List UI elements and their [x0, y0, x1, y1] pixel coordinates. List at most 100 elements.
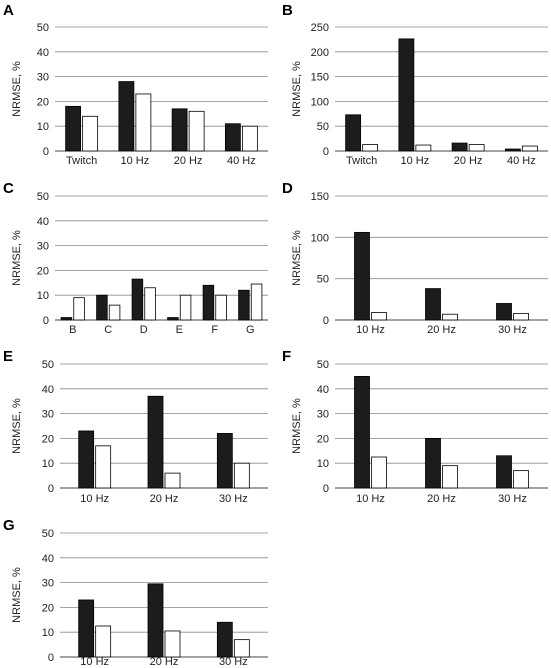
- y-tick-label: 40: [37, 47, 49, 59]
- y-tick-label: 10: [37, 290, 49, 302]
- bar-e-2-s0: [216, 433, 233, 489]
- y-tick-label: 0: [323, 483, 329, 495]
- y-tick-label: 30: [317, 409, 329, 421]
- bar-g-1-s0: [147, 583, 164, 658]
- x-tick-label: 40 Hz: [507, 155, 536, 167]
- bar-d-1-s1: [442, 313, 458, 321]
- x-tick-label: E: [176, 324, 183, 336]
- panel-label: A: [3, 2, 14, 19]
- y-tick-label: 50: [317, 359, 329, 371]
- bar-d-2-s1: [513, 312, 529, 321]
- bar-a-0-s0: [65, 105, 82, 152]
- x-tick-label: G: [246, 324, 255, 336]
- y-tick-label: 0: [48, 652, 54, 664]
- y-tick-label: 30: [42, 409, 54, 421]
- bar-b-0-s0: [345, 114, 362, 152]
- bar-g-2-s0: [216, 621, 233, 658]
- x-tick-label: 30 Hz: [219, 493, 248, 505]
- y-axis-label: NRMSE, %: [11, 230, 23, 286]
- y-tick-label: 50: [37, 191, 49, 203]
- panel-a: A 0 10 20 30 40 50 NRMSE, % Twitch 10 Hz 20 Hz 40 H…: [3, 2, 268, 167]
- y-tick-label: 50: [317, 274, 329, 286]
- bar-c-1-s1: [108, 304, 121, 321]
- bar-c-5-s1: [250, 283, 263, 321]
- y-axis-label: NRMSE, %: [11, 398, 23, 454]
- bar-a-2-s1: [188, 110, 205, 152]
- x-tick-label: 40 Hz: [227, 155, 256, 167]
- bar-c-2-s1: [144, 287, 156, 321]
- bar-d-0-s0: [354, 231, 370, 321]
- y-tick-label: 250: [311, 22, 329, 34]
- bar-f-0-s0: [354, 375, 370, 489]
- y-tick-label: 100: [311, 232, 329, 244]
- bar-f-2-s1: [513, 470, 529, 489]
- x-tick-label: 20 Hz: [174, 155, 203, 167]
- bar-f-1-s1: [442, 465, 458, 489]
- y-tick-label: 20: [37, 265, 49, 277]
- x-tick-label: 10 Hz: [356, 493, 385, 505]
- bar-d-1-s0: [425, 288, 441, 321]
- panel-b: B 0 50 100 150 200 250 NRMSE, % Twitch 10 Hz 20 Hz…: [282, 2, 548, 167]
- x-tick-label: 30 Hz: [219, 656, 248, 668]
- panel-e: E 0 10 20 30 40 50 NRMSE, % 10 Hz 20 Hz 30 Hz: [3, 348, 268, 505]
- y-tick-label: 50: [317, 121, 329, 133]
- bar-b-3-s0: [504, 148, 521, 152]
- y-tick-label: 150: [311, 72, 329, 84]
- panel-label: D: [282, 180, 293, 197]
- bar-g-0-s0: [78, 599, 95, 658]
- y-axis-label: NRMSE, %: [291, 230, 303, 286]
- y-tick-label: 20: [42, 602, 54, 614]
- bar-b-2-s0: [451, 142, 468, 152]
- bar-c-5-s0: [238, 289, 250, 321]
- bar-e-1-s0: [147, 395, 164, 489]
- x-tick-label: F: [211, 324, 218, 336]
- y-tick-label: 0: [323, 315, 329, 327]
- x-tick-label: D: [140, 324, 148, 336]
- y-tick-label: 30: [37, 72, 49, 84]
- bar-a-1-s0: [118, 81, 135, 152]
- x-tick-label: 10 Hz: [121, 155, 150, 167]
- y-tick-label: 0: [48, 483, 54, 495]
- y-tick-label: 20: [42, 433, 54, 445]
- panel-label: E: [3, 348, 13, 365]
- bar-e-0-s1: [95, 445, 112, 489]
- y-tick-label: 20: [37, 96, 49, 108]
- y-tick-label: 30: [37, 241, 49, 253]
- y-tick-label: 40: [37, 216, 49, 228]
- y-tick-label: 10: [317, 458, 329, 470]
- y-axis-label: NRMSE, %: [291, 398, 303, 454]
- y-tick-label: 10: [37, 121, 49, 133]
- x-tick-label: 10 Hz: [401, 155, 430, 167]
- x-tick-label: 20 Hz: [427, 324, 456, 336]
- y-tick-label: 0: [323, 146, 329, 158]
- x-tick-label: 20 Hz: [150, 493, 179, 505]
- panel-label: F: [282, 348, 291, 365]
- bar-d-2-s0: [496, 303, 512, 321]
- y-tick-label: 40: [42, 384, 54, 396]
- bar-a-1-s1: [135, 93, 152, 152]
- y-tick-label: 50: [42, 528, 54, 540]
- bar-e-0-s0: [78, 430, 95, 489]
- x-tick-label: 20 Hz: [427, 493, 456, 505]
- bar-f-2-s0: [496, 455, 512, 489]
- y-tick-label: 0: [43, 146, 49, 158]
- y-tick-label: 10: [42, 458, 54, 470]
- y-tick-label: 20: [317, 433, 329, 445]
- x-tick-label: 20 Hz: [150, 656, 179, 668]
- x-tick-label: B: [69, 324, 76, 336]
- bar-a-3-s0: [224, 123, 241, 152]
- panel-c: C 0 10 20 30 40 50 NRMSE, % B C D E F G: [3, 180, 268, 336]
- bar-b-2-s1: [468, 144, 485, 152]
- bar-g-1-s1: [164, 630, 181, 658]
- bar-g-0-s1: [95, 625, 112, 658]
- x-tick-label: Twitch: [346, 155, 377, 167]
- bar-c-0-s0: [60, 317, 73, 321]
- y-tick-label: 10: [42, 627, 54, 639]
- bar-a-2-s0: [171, 108, 188, 152]
- bar-e-1-s1: [164, 472, 181, 489]
- y-axis-label: NRMSE, %: [291, 61, 303, 117]
- panel-g: G 0 10 20 30 40 50 NRMSE, % 10 Hz 20 Hz 30 Hz: [3, 517, 268, 668]
- y-tick-label: 150: [311, 191, 329, 203]
- bar-e-2-s1: [233, 462, 250, 489]
